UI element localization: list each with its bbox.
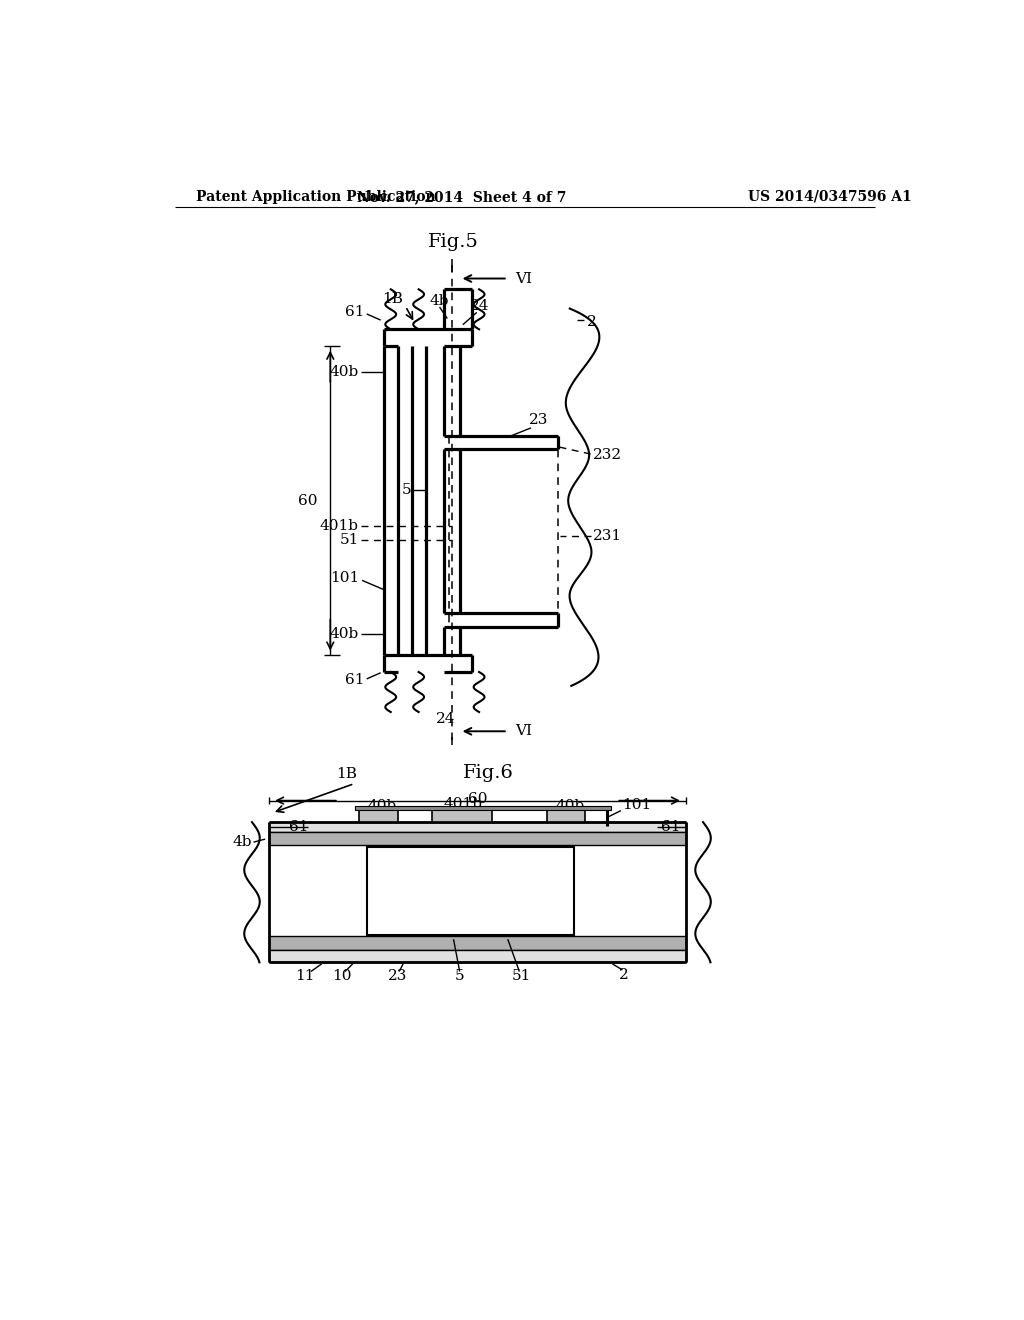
Text: Fig.5: Fig.5: [428, 232, 479, 251]
Text: 40b: 40b: [330, 366, 359, 379]
Bar: [269, 832, 686, 845]
Text: 4b: 4b: [430, 294, 450, 308]
Text: 60: 60: [468, 792, 487, 807]
Bar: [269, 936, 686, 950]
Text: 51: 51: [340, 533, 359, 548]
Text: 40b: 40b: [330, 627, 359, 642]
Text: 231: 231: [593, 529, 623, 543]
Text: 61: 61: [662, 820, 681, 834]
Text: 61: 61: [289, 820, 308, 834]
Text: 101: 101: [330, 572, 359, 585]
Text: 60: 60: [298, 494, 317, 508]
Text: 10: 10: [332, 969, 351, 983]
Text: 401b: 401b: [443, 797, 482, 810]
Text: 51: 51: [512, 969, 531, 983]
Text: Fig.6: Fig.6: [463, 764, 514, 781]
Text: Nov. 27, 2014  Sheet 4 of 7: Nov. 27, 2014 Sheet 4 of 7: [356, 190, 566, 203]
Text: 101: 101: [623, 799, 651, 812]
Bar: [367, 847, 573, 935]
Bar: [269, 822, 686, 832]
Text: 5: 5: [455, 969, 465, 983]
Text: 401b: 401b: [319, 520, 359, 533]
Text: 2: 2: [587, 314, 597, 329]
Bar: [355, 807, 611, 810]
Text: 2: 2: [620, 968, 629, 982]
Text: US 2014/0347596 A1: US 2014/0347596 A1: [748, 190, 911, 203]
Text: 24: 24: [436, 711, 456, 726]
Text: 5: 5: [402, 483, 412, 496]
Bar: [359, 810, 397, 822]
Text: 232: 232: [593, 447, 623, 462]
Text: Patent Application Publication: Patent Application Publication: [197, 190, 436, 203]
Text: 61: 61: [345, 673, 365, 688]
Text: 40b: 40b: [555, 799, 585, 813]
Bar: [269, 822, 686, 962]
Text: 1B: 1B: [336, 767, 357, 781]
Text: 23: 23: [529, 413, 549, 428]
Text: 61: 61: [345, 305, 365, 319]
Bar: [269, 950, 686, 962]
Text: 1B: 1B: [382, 292, 403, 306]
Text: 11: 11: [295, 969, 314, 983]
Text: 4b: 4b: [232, 836, 252, 849]
Bar: [432, 810, 493, 822]
Bar: [269, 845, 686, 936]
Text: VI: VI: [515, 272, 532, 285]
Text: VI: VI: [515, 725, 532, 738]
Text: 40b: 40b: [368, 799, 397, 813]
Bar: [547, 810, 586, 822]
Text: 23: 23: [388, 969, 408, 983]
Text: 24: 24: [470, 300, 489, 313]
